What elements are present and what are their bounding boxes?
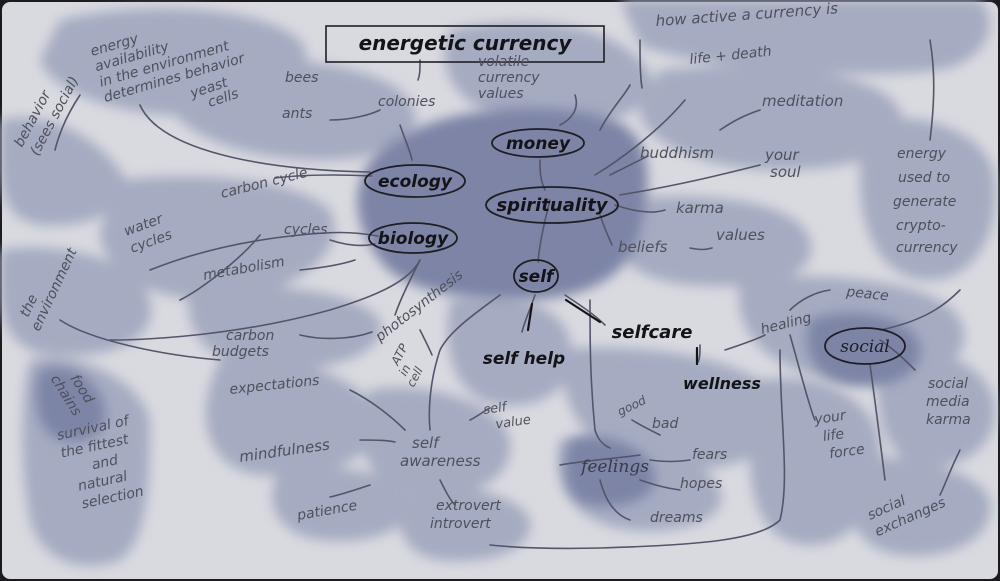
label-bees: bees <box>285 70 318 86</box>
label-ants: ants <box>282 106 312 122</box>
emphasis-strokes <box>526 298 699 366</box>
label-self-awareness: self awareness <box>400 434 481 470</box>
label-buddhism: buddhism <box>640 144 714 162</box>
label-social-media-karma: social media karma <box>926 376 974 428</box>
hub-ecology: ecology <box>378 172 453 192</box>
subtopic-selfhelp: self help <box>483 349 565 369</box>
label-values: values <box>716 226 765 244</box>
label-beliefs: beliefs <box>618 238 668 256</box>
label-volatile-currency: volatile currency values <box>478 54 544 102</box>
label-extrovert-introvert: extrovert introvert <box>430 498 505 532</box>
hub-self: self <box>519 267 556 287</box>
connector-lines <box>54 39 961 550</box>
label-meditation: meditation <box>762 92 843 110</box>
subtopic-feelings: feelings <box>579 457 649 477</box>
label-your-soul: your soul <box>764 146 804 181</box>
label-bad: bad <box>652 416 678 432</box>
hub-social: social <box>840 337 890 357</box>
label-karma: karma <box>676 199 724 217</box>
subtopic-selfcare: selfcare <box>612 322 693 343</box>
label-energy-crypto: energy used to generate crypto- currency <box>893 146 961 256</box>
hub-outlines <box>364 128 906 365</box>
label-peace: peace <box>845 284 890 304</box>
label-carbon-budgets: carbon budgets <box>212 328 279 360</box>
subtopic-wellness: wellness <box>683 374 761 393</box>
label-dreams: dreams <box>650 510 703 526</box>
hub-biology: biology <box>378 229 449 249</box>
title-box <box>325 25 605 63</box>
hub-money: money <box>506 134 571 154</box>
label-cycles: cycles <box>284 222 327 238</box>
label-your-life-force: your life force <box>812 406 865 464</box>
label-colonies: colonies <box>378 94 435 110</box>
label-fears: fears <box>692 447 727 463</box>
title: energetic currency <box>359 31 573 55</box>
hub-spirituality: spirituality <box>496 195 608 216</box>
label-hopes: hopes <box>680 476 722 492</box>
highlight-blobs <box>0 0 996 566</box>
label-self-value: self value <box>482 397 531 434</box>
